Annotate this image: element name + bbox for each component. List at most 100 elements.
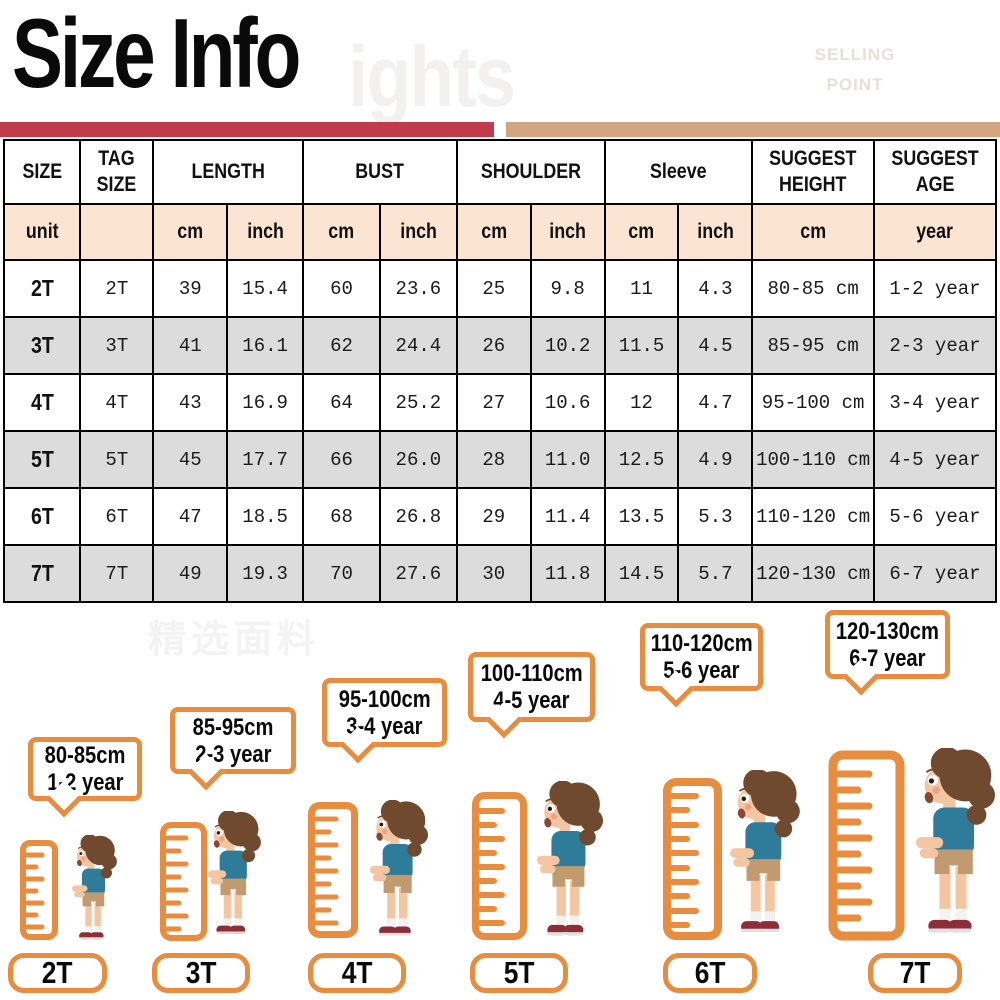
table-cell: 11.8 xyxy=(529,544,606,603)
column-header-suggest-age: SUGGEST AGE xyxy=(872,139,998,205)
table-cell: 16.9 xyxy=(226,373,305,432)
callout-height: 95-100cm xyxy=(338,685,431,713)
table-cell: 9.8 xyxy=(529,259,606,318)
height-callout: 95-100cm 3-4 year xyxy=(322,678,447,764)
callout-height: 100-110cm xyxy=(480,660,583,687)
table-cell: 26.0 xyxy=(378,430,458,489)
table-cell: 6-7 year xyxy=(872,544,998,603)
table-cell: 27.6 xyxy=(378,544,458,603)
table-cell: 41 xyxy=(152,316,229,375)
table-cell: 11.5 xyxy=(603,316,680,375)
unit-row: unit cm inch cm inch cm inch cm inch cm … xyxy=(2,203,998,261)
height-callout: 80-85cm 1-2 year xyxy=(28,737,142,818)
page-title: Size Info xyxy=(12,0,301,108)
table-cell: 3-4 year xyxy=(872,373,998,432)
table-cell: 100-110 cm xyxy=(751,430,875,489)
table-cell: 2T xyxy=(79,259,155,318)
ruler-icon xyxy=(828,750,905,941)
table-row: 4T 4T 43 16.9 64 25.2 27 10.6 12 4.7 95-… xyxy=(2,373,998,432)
table-cell: 5T xyxy=(2,430,82,489)
table-cell: 27 xyxy=(455,373,532,432)
column-header-size: SIZE xyxy=(2,139,82,205)
table-cell: cm xyxy=(152,203,229,261)
table-cell: 5.7 xyxy=(677,544,754,603)
ruler-icon xyxy=(20,840,58,940)
table-cell: 28 xyxy=(455,430,532,489)
table-cell: 70 xyxy=(302,544,381,603)
table-cell: 12 xyxy=(603,373,680,432)
table-cell: 2T xyxy=(2,259,82,318)
ruler-icon xyxy=(663,778,722,940)
height-callout: 120-130cm 6-7 year xyxy=(825,610,950,696)
size-tag: 7T xyxy=(868,953,962,993)
table-cell: 49 xyxy=(152,544,229,603)
table-cell: 10.6 xyxy=(529,373,606,432)
size-table: SIZE TAG SIZE LENGTH BUST SHOULDER Sleev… xyxy=(2,139,998,603)
table-cell: 120-130 cm xyxy=(751,544,875,603)
table-cell: 3T xyxy=(79,316,155,375)
ruler-icon xyxy=(160,822,207,941)
table-cell: 68 xyxy=(302,487,381,546)
table-cell: 25 xyxy=(455,259,532,318)
table-cell: unit xyxy=(2,203,82,261)
table-cell: 7T xyxy=(79,544,155,603)
size-tag: 5T xyxy=(470,953,568,993)
size-tag: 6T xyxy=(663,953,757,993)
table-cell: cm xyxy=(751,203,875,261)
table-cell: 45 xyxy=(152,430,229,489)
table-cell: 5.3 xyxy=(677,487,754,546)
table-row: 6T 6T 47 18.5 68 26.8 29 11.4 13.5 5.3 1… xyxy=(2,487,998,546)
table-cell: 110-120 cm xyxy=(751,487,875,546)
table-cell: cm xyxy=(302,203,381,261)
table-cell: 4-5 year xyxy=(872,430,998,489)
table-cell: cm xyxy=(455,203,532,261)
ruler-icon xyxy=(472,792,527,940)
column-header-tag-size: TAG SIZE xyxy=(79,139,155,205)
table-cell: 5T xyxy=(79,430,155,489)
table-cell: 66 xyxy=(302,430,381,489)
table-cell: 85-95 cm xyxy=(751,316,875,375)
callout-height: 110-120cm xyxy=(650,630,753,657)
table-header-row: SIZE TAG SIZE LENGTH BUST SHOULDER Sleev… xyxy=(2,139,998,205)
table-cell: year xyxy=(872,203,998,261)
table-row: 2T 2T 39 15.4 60 23.6 25 9.8 11 4.3 80-8… xyxy=(2,259,998,318)
watermark-chinese: 精选面料 xyxy=(148,619,321,661)
column-header-bust: BUST xyxy=(302,139,458,205)
child-illustration xyxy=(72,835,117,947)
column-header-length: LENGTH xyxy=(152,139,305,205)
watermark-selling-line1: SELLING xyxy=(814,45,896,64)
table-cell: 47 xyxy=(152,487,229,546)
size-tag: 4T xyxy=(308,953,406,993)
table-cell: 4T xyxy=(2,373,82,432)
table-cell: 26 xyxy=(455,316,532,375)
table-cell: 24.4 xyxy=(378,316,458,375)
table-cell: 11.4 xyxy=(529,487,606,546)
table-row: 3T 3T 41 16.1 62 24.4 26 10.2 11.5 4.5 8… xyxy=(2,316,998,375)
size-tag: 2T xyxy=(8,953,107,993)
table-cell: 16.1 xyxy=(226,316,305,375)
table-cell: 26.8 xyxy=(378,487,458,546)
table-cell: 18.5 xyxy=(226,487,305,546)
red-divider-bar xyxy=(0,122,494,137)
table-row: 7T 7T 49 19.3 70 27.6 30 11.8 14.5 5.7 1… xyxy=(2,544,998,603)
table-cell: 6T xyxy=(2,487,82,546)
table-cell: 5-6 year xyxy=(872,487,998,546)
callout-height: 85-95cm xyxy=(192,713,274,741)
table-cell: 4T xyxy=(79,373,155,432)
table-cell: 19.3 xyxy=(226,544,305,603)
height-callout: 110-120cm 5-6 year xyxy=(640,623,763,708)
table-cell: 2-3 year xyxy=(872,316,998,375)
table-cell: 23.6 xyxy=(378,259,458,318)
table-cell: inch xyxy=(677,203,754,261)
table-cell: 64 xyxy=(302,373,381,432)
watermark-selling-line2: POINT xyxy=(826,75,884,94)
table-cell: 4.9 xyxy=(677,430,754,489)
child-illustration xyxy=(916,748,995,946)
table-cell: 30 xyxy=(455,544,532,603)
child-illustration xyxy=(730,770,800,944)
table-cell xyxy=(79,203,155,261)
size-illustrations: 精选面料 80-85cm 1-2 year 85-95cm 2-3 year 9… xyxy=(0,604,1000,1000)
table-cell: inch xyxy=(529,203,606,261)
table-cell: 15.4 xyxy=(226,259,305,318)
column-header-suggest-height: SUGGEST HEIGHT xyxy=(751,139,875,205)
